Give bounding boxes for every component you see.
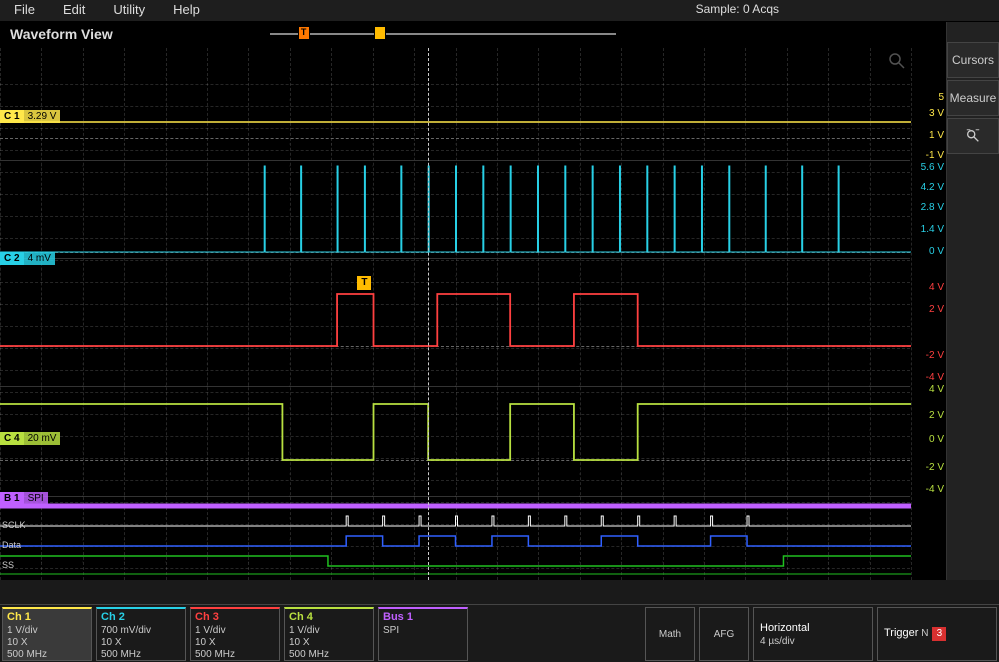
timeline-knob-2[interactable] xyxy=(374,26,386,40)
trigger-marker[interactable]: T xyxy=(357,276,371,290)
channel-2-box[interactable]: Ch 2700 mV/div10 X500 MHz xyxy=(96,607,186,661)
y-axis-label: 4.2 V xyxy=(910,182,944,193)
y-axis-label: 3 V xyxy=(910,108,944,119)
y-axis-label: -2 V xyxy=(910,462,944,473)
bus-signal-label: Data xyxy=(2,540,21,550)
waveform-svg xyxy=(0,48,911,580)
ch1-badge[interactable]: C 13.29 V xyxy=(0,107,60,125)
bus-1-box[interactable]: Bus 1SPI xyxy=(378,607,468,661)
y-axis-label: 5.6 V xyxy=(910,162,944,173)
channel-3-box[interactable]: Ch 31 V/div10 X500 MHz xyxy=(190,607,280,661)
math-button[interactable]: Math xyxy=(645,607,695,661)
horizontal-box[interactable]: Horizontal4 µs/div xyxy=(753,607,873,661)
waveform-view[interactable]: Waveform View T 5 3 V 1 V -1 V5.6 V 4.2 V 2.8… xyxy=(0,22,947,580)
bus-signal-label: SCLK xyxy=(2,520,26,530)
trigger-box[interactable]: Trigger N3 xyxy=(877,607,997,661)
y-axis-label: -2 V xyxy=(910,350,944,361)
y-axis-label: 2 V xyxy=(910,410,944,421)
timeline-knob-1[interactable]: T xyxy=(298,26,310,40)
right-panel: Cursors Measure xyxy=(947,22,999,580)
acqs-status: Sample: 0 Acqs xyxy=(696,2,779,16)
ch4-badge[interactable]: C 420 mV xyxy=(0,429,60,447)
channel-4-box[interactable]: Ch 41 V/div10 X500 MHz xyxy=(284,607,374,661)
y-axis-label: 1 V xyxy=(910,130,944,141)
y-axis-label: 0 V xyxy=(910,246,944,257)
y-axis-label: 1.4 V xyxy=(910,224,944,235)
bus-signal-label: SS xyxy=(2,560,14,570)
y-axis-label: 4 V xyxy=(910,282,944,293)
bottom-bar: Ch 11 V/div10 X500 MHz Ch 2700 mV/div10 … xyxy=(0,604,999,662)
menu-edit[interactable]: Edit xyxy=(63,2,85,19)
y-axis-label: 5 xyxy=(910,92,944,103)
menu-file[interactable]: File xyxy=(14,2,35,19)
afg-button[interactable]: AFG xyxy=(699,607,749,661)
ch2-badge[interactable]: C 24 mV xyxy=(0,249,55,267)
y-axis-label: 2 V xyxy=(910,304,944,315)
waveform-title: Waveform View xyxy=(10,26,113,42)
measure-button[interactable]: Measure xyxy=(947,80,999,116)
bus1-badge[interactable]: B 1SPI xyxy=(0,489,48,507)
y-axis-label: 0 V xyxy=(910,434,944,445)
y-axis-label: 2.8 V xyxy=(910,202,944,213)
y-axis-label: -1 V xyxy=(910,150,944,161)
menu-utility[interactable]: Utility xyxy=(113,2,145,19)
menu-bar: File Edit Utility Help xyxy=(0,0,999,22)
search-button[interactable] xyxy=(947,118,999,154)
y-axis-label: -4 V xyxy=(910,372,944,383)
channel-1-box[interactable]: Ch 11 V/div10 X500 MHz xyxy=(2,607,92,661)
timeline[interactable]: T xyxy=(270,26,616,42)
menu-help[interactable]: Help xyxy=(173,2,200,19)
y-axis-label: 4 V xyxy=(910,384,944,395)
y-axis-label: -4 V xyxy=(910,484,944,495)
zoom-icon[interactable] xyxy=(888,52,906,75)
cursors-button[interactable]: Cursors xyxy=(947,42,999,78)
